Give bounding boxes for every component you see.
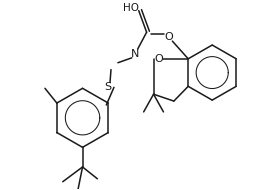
Text: S: S: [104, 82, 112, 92]
Text: HO: HO: [123, 3, 139, 13]
Text: N: N: [131, 49, 139, 59]
Text: O: O: [154, 54, 163, 64]
Text: O: O: [164, 32, 173, 42]
